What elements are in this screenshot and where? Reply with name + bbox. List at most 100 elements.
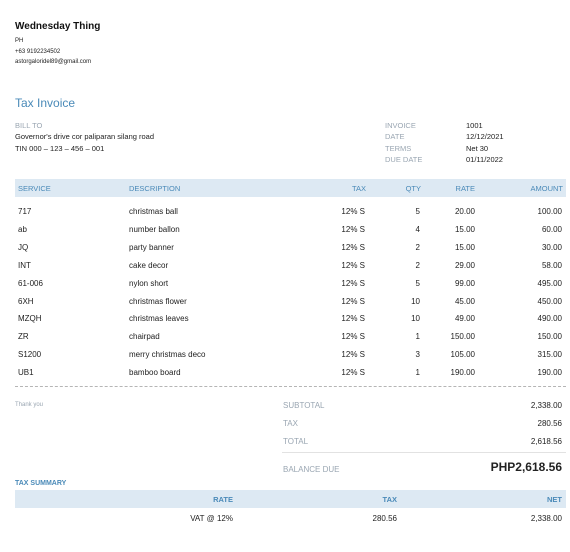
cell-description: party banner	[129, 242, 174, 252]
cell-rate: 99.00	[454, 278, 475, 288]
balance-due-value: PHP2,618.56	[490, 460, 562, 474]
cell-service: MZQH	[18, 314, 42, 324]
cell-amount: 60.00	[541, 224, 562, 234]
col-amount: AMOUNT	[530, 184, 564, 193]
cell-rate: 20.00	[454, 207, 475, 216]
cell-qty: 4	[415, 224, 420, 234]
cell-rate: 49.00	[454, 314, 475, 324]
cell-description: merry christmas deco	[129, 350, 206, 360]
meta-invoice-value: 1001	[466, 121, 483, 130]
cell-description: christmas leaves	[129, 314, 189, 324]
cell-amount: 490.00	[537, 314, 562, 324]
summary-col-tax: TAX	[382, 495, 397, 504]
table-row: 717 christmas ball 12% S 5 20.00 100.00	[15, 203, 566, 221]
cell-amount: 30.00	[541, 242, 562, 252]
cell-qty: 1	[415, 368, 420, 378]
summary-col-net: NET	[547, 495, 562, 504]
col-qty: QTY	[405, 184, 421, 193]
meta-date-label: DATE	[385, 132, 405, 141]
col-tax: TAX	[351, 184, 366, 193]
cell-qty: 5	[415, 207, 420, 216]
cell-amount: 495.00	[537, 278, 562, 288]
bill-to-tin: TIN 000 – 123 – 456 – 001	[15, 144, 105, 153]
cell-tax: 12% S	[341, 332, 365, 342]
cell-tax: 12% S	[341, 207, 365, 216]
cell-service: JQ	[18, 242, 29, 252]
table-row: MZQH christmas leaves 12% S 10 49.00 490.00	[15, 310, 566, 328]
tax-label: TAX	[283, 419, 298, 428]
col-description: DESCRIPTION	[129, 184, 181, 193]
meta-terms-value: Net 30	[466, 144, 489, 153]
cell-rate: 105.00	[450, 350, 475, 360]
company-email: astorgaloridel89@gmail.com	[15, 59, 92, 65]
tax-summary-heading: TAX SUMMARY	[15, 480, 67, 487]
table-row: UB1 bamboo board 12% S 1 190.00 190.00	[15, 364, 566, 382]
company-country: PH	[15, 38, 24, 44]
cell-description: chairpad	[129, 332, 160, 342]
meta-invoice-label: INVOICE	[385, 121, 416, 130]
subtotal-value: 2,338.00	[530, 401, 562, 410]
cell-service: 6XH	[18, 296, 34, 306]
cell-rate: 29.00	[454, 260, 475, 270]
summary-cell-tax: 280.56	[372, 514, 397, 523]
cell-tax: 12% S	[341, 242, 365, 252]
cell-qty: 10	[411, 296, 420, 306]
tax-summary-row: VAT @ 12% 280.56 2,338.00	[15, 510, 566, 528]
cell-description: christmas ball	[129, 207, 178, 216]
summary-col-rate: RATE	[213, 495, 233, 504]
cell-rate: 15.00	[454, 224, 475, 234]
cell-qty: 3	[415, 350, 420, 360]
cell-tax: 12% S	[341, 224, 365, 234]
cell-tax: 12% S	[341, 350, 365, 360]
cell-service: 61-006	[18, 278, 43, 288]
summary-cell-net: 2,338.00	[530, 514, 562, 523]
meta-due-date-value: 01/11/2022	[466, 155, 503, 164]
meta-terms-label: TERMS	[385, 144, 412, 153]
col-service: SERVICE	[18, 184, 51, 193]
table-row: ab number ballon 12% S 4 15.00 60.00	[15, 221, 566, 239]
cell-qty: 2	[415, 260, 420, 270]
meta-due-date-label: DUE DATE	[385, 155, 423, 164]
cell-qty: 5	[415, 278, 420, 288]
company-name: Wednesday Thing	[15, 21, 101, 32]
company-phone: +63 9192234502	[15, 49, 61, 55]
cell-tax: 12% S	[341, 368, 365, 378]
cell-description: christmas flower	[129, 296, 187, 306]
totals-divider	[282, 452, 566, 453]
cell-service: S1200	[18, 350, 42, 360]
items-table-header: SERVICE DESCRIPTION TAX QTY RATE AMOUNT	[15, 179, 566, 197]
cell-amount: 58.00	[541, 260, 562, 270]
cell-rate: 45.00	[454, 296, 475, 306]
cell-tax: 12% S	[341, 296, 365, 306]
cell-tax: 12% S	[341, 314, 365, 324]
cell-rate: 150.00	[450, 332, 475, 342]
cell-description: bamboo board	[129, 368, 181, 378]
cell-service: 717	[18, 207, 32, 216]
meta-date-value: 12/12/2021	[466, 132, 504, 141]
cell-qty: 2	[415, 242, 420, 252]
table-row: 6XH christmas flower 12% S 10 45.00 450.00	[15, 293, 566, 311]
total-value: 2,618.56	[530, 437, 562, 446]
cell-amount: 100.00	[537, 207, 562, 216]
bill-to-address: Governor's drive cor paliparan silang ro…	[15, 132, 155, 141]
tax-value: 280.56	[537, 419, 562, 428]
tax-summary-header: RATE TAX NET	[15, 490, 566, 508]
table-row: JQ party banner 12% S 2 15.00 30.00	[15, 239, 566, 257]
cell-description: nylon short	[129, 278, 169, 288]
cell-rate: 15.00	[454, 242, 475, 252]
cell-qty: 1	[415, 332, 420, 342]
cell-service: ab	[18, 224, 27, 234]
subtotal-label: SUBTOTAL	[283, 401, 325, 410]
cell-service: UB1	[18, 368, 34, 378]
table-row: INT cake decor 12% S 2 29.00 58.00	[15, 257, 566, 275]
table-row: S1200 merry christmas deco 12% S 3 105.00 315…	[15, 346, 566, 364]
cell-amount: 315.00	[537, 350, 562, 360]
cell-amount: 150.00	[537, 332, 562, 342]
summary-cell-rate: VAT @ 12%	[190, 514, 233, 523]
balance-due-label: BALANCE DUE	[283, 465, 340, 474]
total-label: TOTAL	[283, 437, 309, 446]
bill-to-label: BILL TO	[15, 121, 43, 130]
cell-amount: 450.00	[537, 296, 562, 306]
col-rate: RATE	[455, 184, 475, 193]
items-divider	[15, 386, 566, 387]
